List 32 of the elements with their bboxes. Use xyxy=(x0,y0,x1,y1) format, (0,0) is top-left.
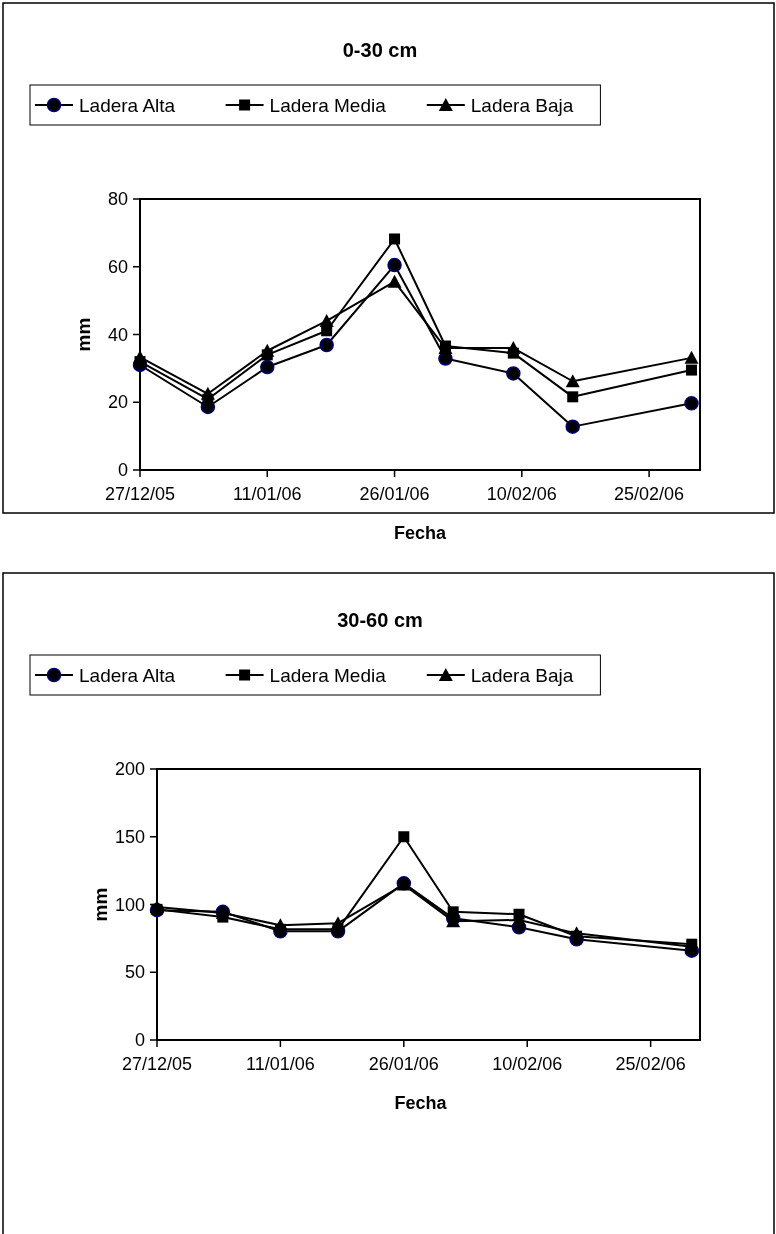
y-tick-label: 60 xyxy=(107,256,128,277)
x-tick-label: 11/01/06 xyxy=(246,1054,315,1074)
x-tick-label: 26/01/06 xyxy=(368,1054,439,1074)
legend-label: Ladera Alta xyxy=(79,665,176,686)
legend-label: Ladera Baja xyxy=(470,665,574,686)
x-tick-label: 25/02/06 xyxy=(614,484,685,504)
legend-label: Ladera Media xyxy=(269,665,387,686)
chart-title: 30-60 cm xyxy=(337,609,423,631)
legend-label: Ladera Media xyxy=(269,95,387,116)
y-tick-label: 20 xyxy=(107,392,128,413)
x-tick-label: 27/12/05 xyxy=(104,484,176,504)
x-axis-title: Fecha xyxy=(394,1093,448,1113)
y-tick-label: 200 xyxy=(114,759,145,779)
y-tick-label: 150 xyxy=(114,826,145,847)
y-tick-label: 0 xyxy=(134,1030,145,1050)
x-tick-label: 25/02/06 xyxy=(615,1054,686,1074)
x-tick-label: 27/12/05 xyxy=(121,1054,193,1074)
x-axis-title: Fecha xyxy=(393,523,447,543)
legend-label: Ladera Baja xyxy=(470,95,574,116)
x-tick-label: 10/02/06 xyxy=(492,1054,563,1074)
y-tick-label: 0 xyxy=(117,460,128,480)
y-axis-title: mm xyxy=(90,887,111,922)
y-tick-label: 100 xyxy=(114,894,145,915)
x-tick-label: 11/01/06 xyxy=(232,484,302,504)
x-tick-label: 10/02/06 xyxy=(486,484,557,504)
legend-label: Ladera Alta xyxy=(79,95,176,116)
y-tick-label: 50 xyxy=(124,962,145,983)
y-tick-label: 80 xyxy=(107,189,128,209)
y-axis-title: mm xyxy=(73,317,94,352)
x-tick-label: 26/01/06 xyxy=(359,484,430,504)
y-tick-label: 40 xyxy=(107,324,128,345)
chart-title: 0-30 cm xyxy=(342,39,418,61)
